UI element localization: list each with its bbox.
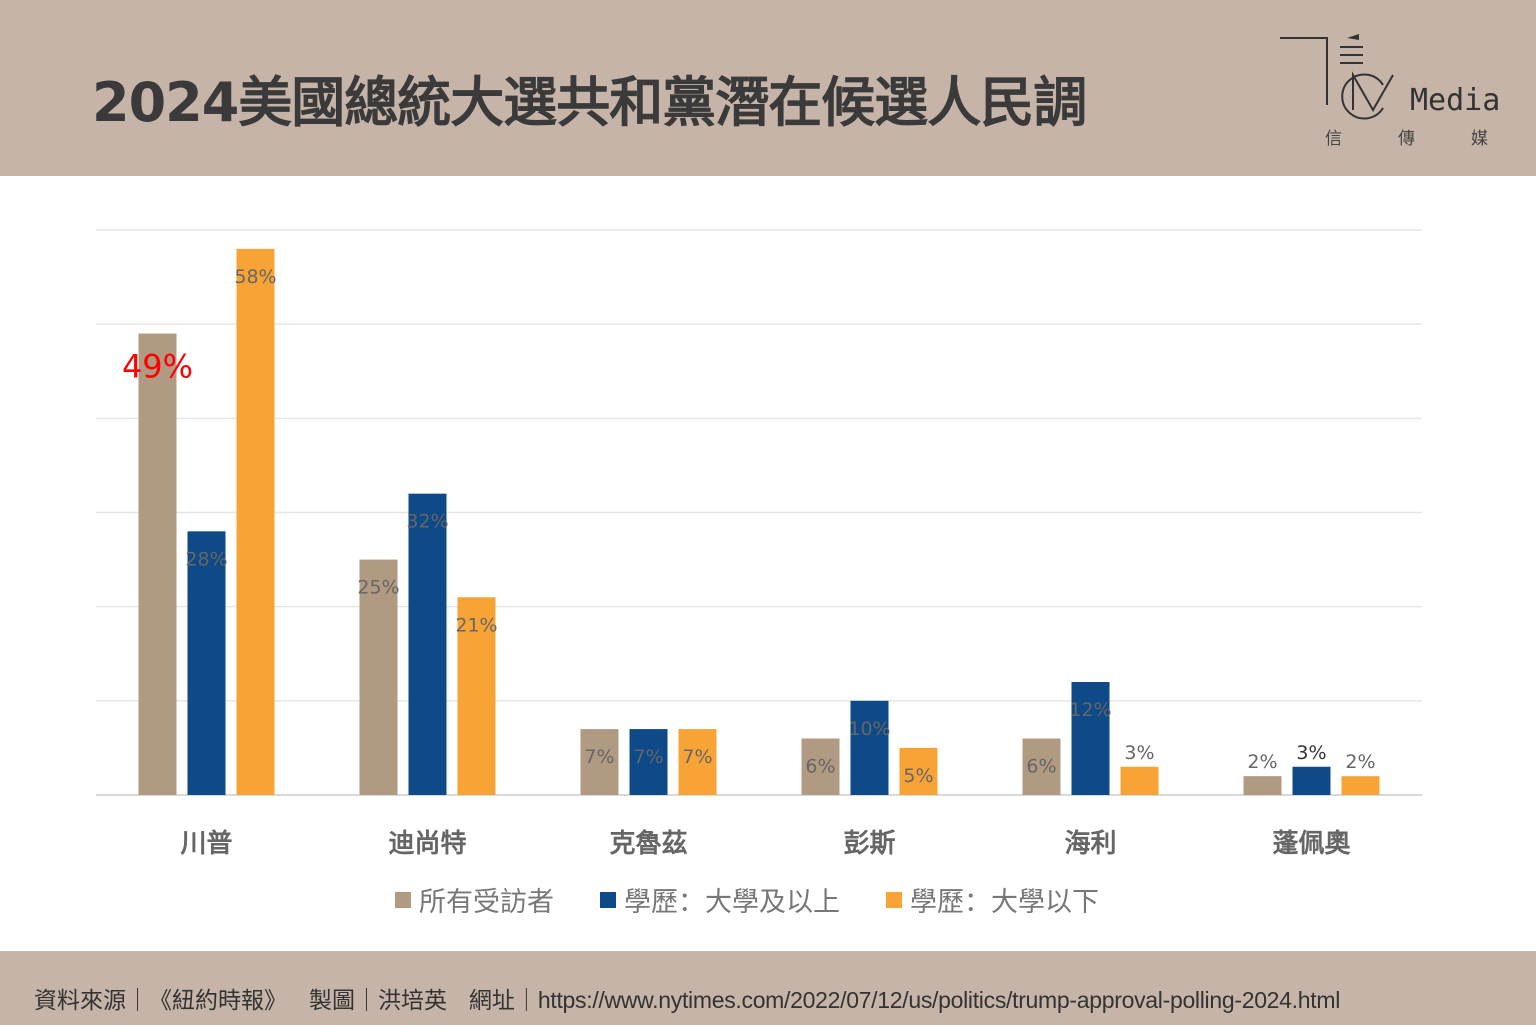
data-label: 49% — [122, 348, 193, 386]
bar — [408, 493, 447, 795]
legend-swatch — [886, 891, 902, 908]
maker-label: 製圖｜ — [308, 988, 378, 1014]
legend-label: 所有受訪者 — [419, 887, 554, 918]
svg-text:媒: 媒 — [1471, 129, 1488, 149]
data-label: 25% — [357, 577, 399, 599]
bar — [1243, 776, 1282, 795]
source-url[interactable]: https://www.nytimes.com/2022/07/12/us/po… — [537, 987, 1341, 1013]
category-label: 川普 — [180, 828, 232, 859]
cm-media-logo: Media 信 傳 媒 — [1280, 34, 1500, 149]
legend-item-noncollege: 學歷：大學以下 — [886, 880, 1099, 919]
bar — [1022, 738, 1061, 795]
svg-text:Media: Media — [1410, 83, 1500, 118]
bar — [801, 738, 840, 795]
svg-text:信: 信 — [1325, 129, 1342, 149]
legend-swatch — [395, 891, 411, 908]
data-label: 3% — [1296, 742, 1326, 764]
data-label: 28% — [185, 548, 227, 570]
chart-legend: 所有受訪者 學歷：大學及以上 學歷：大學以下 — [395, 880, 1099, 919]
bar — [899, 747, 938, 795]
footer-credits: 資料來源｜《紐約時報》 製圖｜洪培英 網址｜https://www.nytime… — [34, 981, 1340, 1015]
bar — [850, 700, 889, 795]
data-label: 58% — [234, 266, 276, 288]
category-label: 蓬佩奧 — [1272, 829, 1351, 859]
legend-swatch — [600, 891, 616, 908]
footer — [0, 951, 1536, 1025]
source: 《紐約時報》 — [149, 988, 287, 1014]
bar — [359, 559, 398, 795]
bar — [678, 729, 717, 795]
source-label: 資料來源｜ — [34, 988, 149, 1014]
bar — [236, 248, 275, 795]
bar — [1341, 776, 1380, 795]
category-label: 海利 — [1064, 829, 1116, 859]
svg-text:傳: 傳 — [1398, 129, 1415, 149]
data-label: 21% — [455, 614, 497, 636]
legend-item-all: 所有受訪者 — [395, 880, 554, 919]
bar — [1071, 682, 1110, 795]
page-title: 2024美國總統大選共和黨潛在候選人民調 — [92, 71, 1087, 134]
legend-item-college: 學歷：大學及以上 — [600, 880, 840, 919]
data-label: 5% — [903, 765, 933, 787]
data-label: 6% — [805, 756, 835, 778]
data-label: 10% — [848, 718, 890, 740]
header-banner: 2024美國總統大選共和黨潛在候選人民調 Media 信 傳 媒 — [0, 0, 1536, 176]
data-label: 3% — [1124, 742, 1154, 764]
bar — [1292, 766, 1331, 795]
bar-chart: 49% 28% 58% 川普 25% 32% 21% 迪尚特 7% 7% 7% 克魯茲 6% 10% 5% 彭… — [96, 229, 1422, 859]
maker: 洪培英 — [377, 988, 447, 1014]
bar — [457, 597, 496, 795]
bar — [580, 729, 619, 795]
legend-label: 學歷：大學及以上 — [624, 887, 840, 918]
data-label: 2% — [1247, 751, 1277, 773]
legend-label: 學歷：大學以下 — [910, 887, 1099, 918]
category-label: 克魯茲 — [609, 829, 687, 859]
data-label: 7% — [633, 746, 663, 768]
data-label: 32% — [406, 511, 448, 533]
category-label: 迪尚特 — [388, 828, 466, 859]
url-label: 網址｜ — [468, 988, 538, 1014]
data-label: 2% — [1345, 751, 1375, 773]
category-label: 彭斯 — [843, 829, 895, 859]
data-label: 7% — [584, 746, 614, 768]
bar — [629, 729, 668, 795]
bar — [1120, 766, 1159, 795]
data-label: 7% — [682, 746, 712, 768]
data-label: 6% — [1026, 756, 1056, 778]
bar — [138, 333, 177, 795]
bar — [187, 531, 226, 795]
data-label: 12% — [1069, 699, 1111, 721]
